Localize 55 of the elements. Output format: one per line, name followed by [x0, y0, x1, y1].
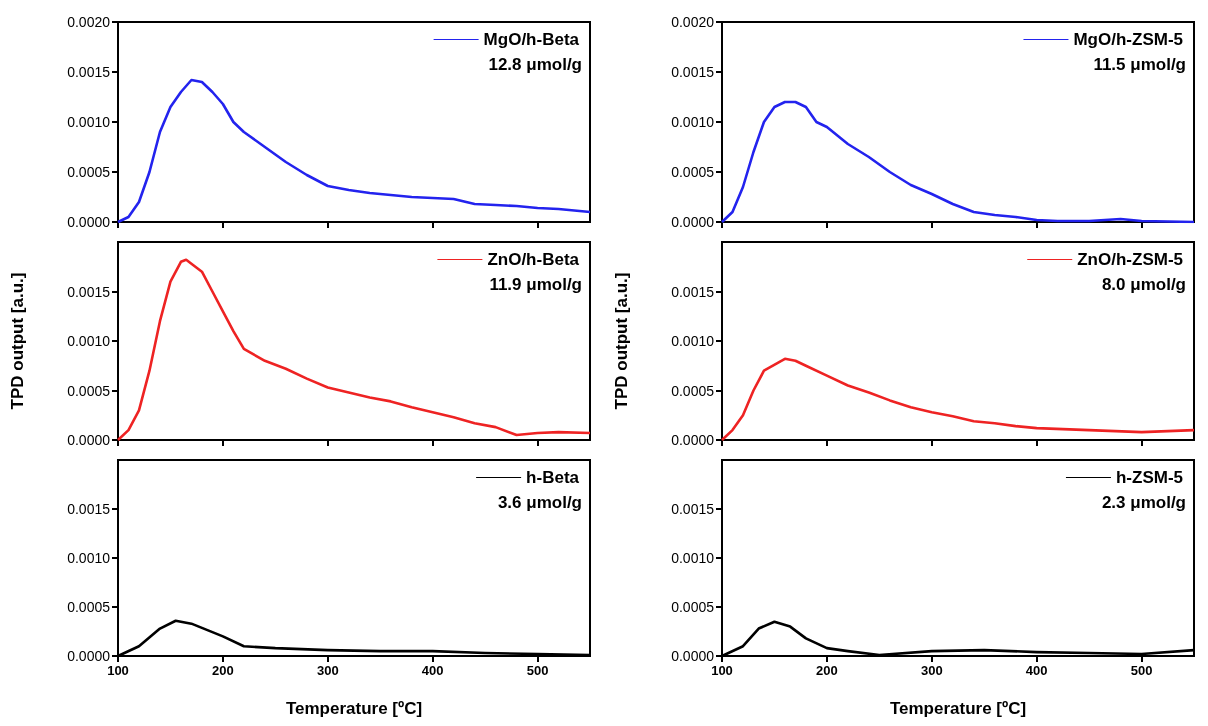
x-tick-label: 300 [920, 663, 943, 678]
legend-label: h-Beta [526, 468, 580, 487]
y-tick-label: 0.0015 [67, 64, 111, 80]
x-tick-label: 500 [1130, 663, 1153, 678]
y-tick-label: 0.0020 [671, 14, 715, 30]
y-tick-label: 0.0000 [671, 432, 715, 448]
y-tick-label: 0.0015 [671, 283, 715, 300]
y-tick-label: 0.0000 [671, 648, 715, 664]
y-tick-label: 0.0005 [671, 599, 715, 615]
y-tick-label: 0.0010 [671, 333, 715, 349]
line-series [720, 100, 1196, 224]
y-tick-label: 0.0015 [67, 283, 111, 300]
y-tick-label: 0.0000 [671, 214, 715, 230]
x-tick-label: 200 [816, 663, 838, 678]
y-tick-label: 0.0005 [67, 599, 111, 615]
y-tick-label: 0.0015 [671, 64, 715, 80]
annotation: 12.8 μmol/g [488, 55, 583, 74]
x-axis-title: Temperature [ºC] [285, 699, 423, 718]
annotation: 8.0 μmol/g [1101, 275, 1187, 294]
x-tick-label: 400 [421, 663, 444, 678]
y-tick-label: 0.0015 [67, 501, 111, 517]
line-series [116, 78, 592, 224]
x-tick-label: 300 [316, 663, 339, 678]
y-tick-label: 0.0005 [671, 164, 715, 180]
y-tick-label: 0.0010 [67, 550, 111, 566]
legend-label: ZnO/h-ZSM-5 [1077, 250, 1184, 269]
annotation: 11.5 μmol/g [1093, 55, 1187, 74]
y-axis-title: TPD output [a.u.] [612, 272, 631, 410]
y-tick-label: 0.0010 [67, 333, 111, 349]
y-axis-title: TPD output [a.u.] [8, 272, 27, 410]
y-tick-label: 0.0005 [67, 164, 111, 180]
legend-label: MgO/h-Beta [483, 30, 580, 49]
annotation: 11.9 μmol/g [489, 275, 583, 294]
x-tick-label: 100 [107, 663, 129, 678]
x-tick-label: 100 [711, 663, 733, 678]
y-tick-label: 0.0000 [67, 432, 111, 448]
line-series [720, 357, 1196, 442]
legend-label: ZnO/h-Beta [487, 250, 580, 269]
y-tick-label: 0.0015 [671, 501, 715, 517]
x-tick-label: 200 [212, 663, 234, 678]
x-tick-label: 400 [1025, 663, 1048, 678]
y-tick-label: 0.0020 [67, 14, 111, 30]
y-tick-label: 0.0010 [671, 550, 715, 566]
y-tick-label: 0.0010 [671, 114, 715, 130]
annotation: 3.6 μmol/g [497, 493, 583, 512]
y-tick-label: 0.0005 [671, 382, 715, 399]
annotation: 2.3 μmol/g [1101, 493, 1187, 512]
y-tick-label: 0.0000 [67, 648, 111, 664]
legend-label: MgO/h-ZSM-5 [1073, 30, 1184, 49]
y-tick-label: 0.0000 [67, 214, 111, 230]
x-tick-label: 500 [526, 663, 549, 678]
legend-label: h-ZSM-5 [1115, 468, 1183, 487]
x-axis-title: Temperature [ºC] [889, 699, 1027, 718]
y-tick-label: 0.0005 [67, 382, 111, 399]
y-tick-label: 0.0010 [67, 114, 111, 130]
